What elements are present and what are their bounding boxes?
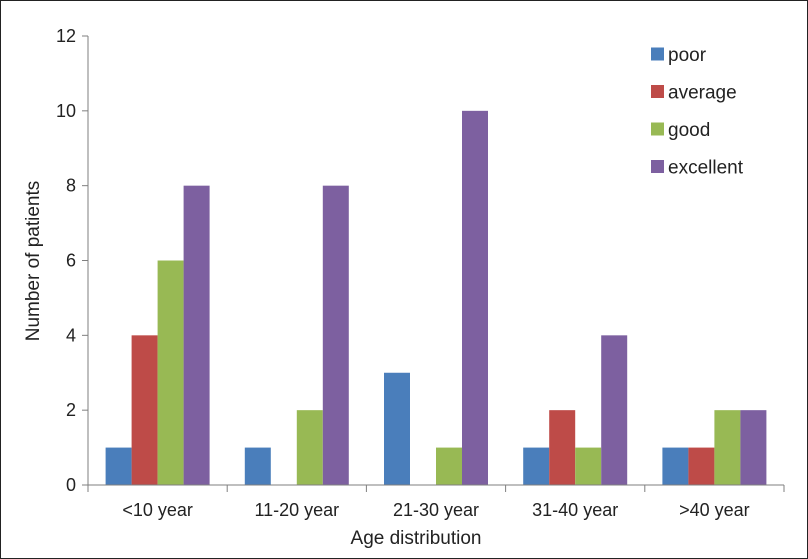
axes-layer [82, 35, 785, 492]
legend-swatch-good [651, 122, 664, 136]
y-tick-label: 4 [66, 325, 76, 345]
x-tick-label: <10 year [122, 500, 193, 520]
legend-label-poor: poor [668, 45, 707, 66]
bar-average-3 [549, 410, 576, 485]
bar-average-4 [688, 447, 715, 485]
bar-poor-0 [105, 447, 132, 485]
legend-swatch-poor [651, 47, 664, 61]
legend-label-average: average [668, 83, 737, 104]
bar-excellent-0 [183, 185, 210, 485]
bar-excellent-4 [740, 410, 767, 485]
y-tick-label: 12 [56, 26, 76, 46]
x-tick-label: 21-30 year [393, 500, 479, 520]
bar-excellent-3 [601, 335, 628, 485]
bar-poor-1 [244, 447, 271, 485]
y-tick-label: 6 [66, 251, 76, 271]
legend-swatch-excellent [651, 160, 664, 173]
bar-good-0 [157, 260, 184, 485]
bar-poor-4 [662, 447, 689, 485]
bar-good-1 [296, 410, 323, 485]
bar-poor-2 [384, 372, 410, 485]
y-tick-label: 8 [66, 176, 76, 196]
x-tick-label: 11-20 year [254, 500, 339, 520]
legend-label-good: good [668, 120, 710, 141]
x-tick-label: >40 year [679, 500, 750, 520]
x-tick-label: 31-40 year [532, 500, 618, 520]
bars-layer [105, 110, 767, 485]
bar-good-3 [575, 447, 602, 485]
y-tick-label: 2 [66, 400, 76, 420]
bar-good-4 [714, 410, 741, 485]
legend-label-excellent: excellent [668, 158, 744, 179]
bar-excellent-2 [462, 110, 488, 485]
y-tick-label: 0 [66, 475, 76, 495]
x-axis-title: Age distribution [351, 528, 482, 549]
legend-swatch-average [651, 85, 664, 98]
legend: poor average good excellent [651, 45, 744, 179]
y-axis-title: Number of patients [23, 181, 44, 342]
tick-labels: 0 2 4 6 8 10 12 <10 year 11-20 year 21-30 year 31-… [56, 26, 750, 520]
bar-average-0 [131, 335, 158, 485]
bar-good-2 [436, 447, 462, 485]
bar-poor-3 [523, 447, 550, 485]
y-tick-label: 10 [56, 101, 76, 121]
bar-excellent-1 [322, 185, 349, 485]
